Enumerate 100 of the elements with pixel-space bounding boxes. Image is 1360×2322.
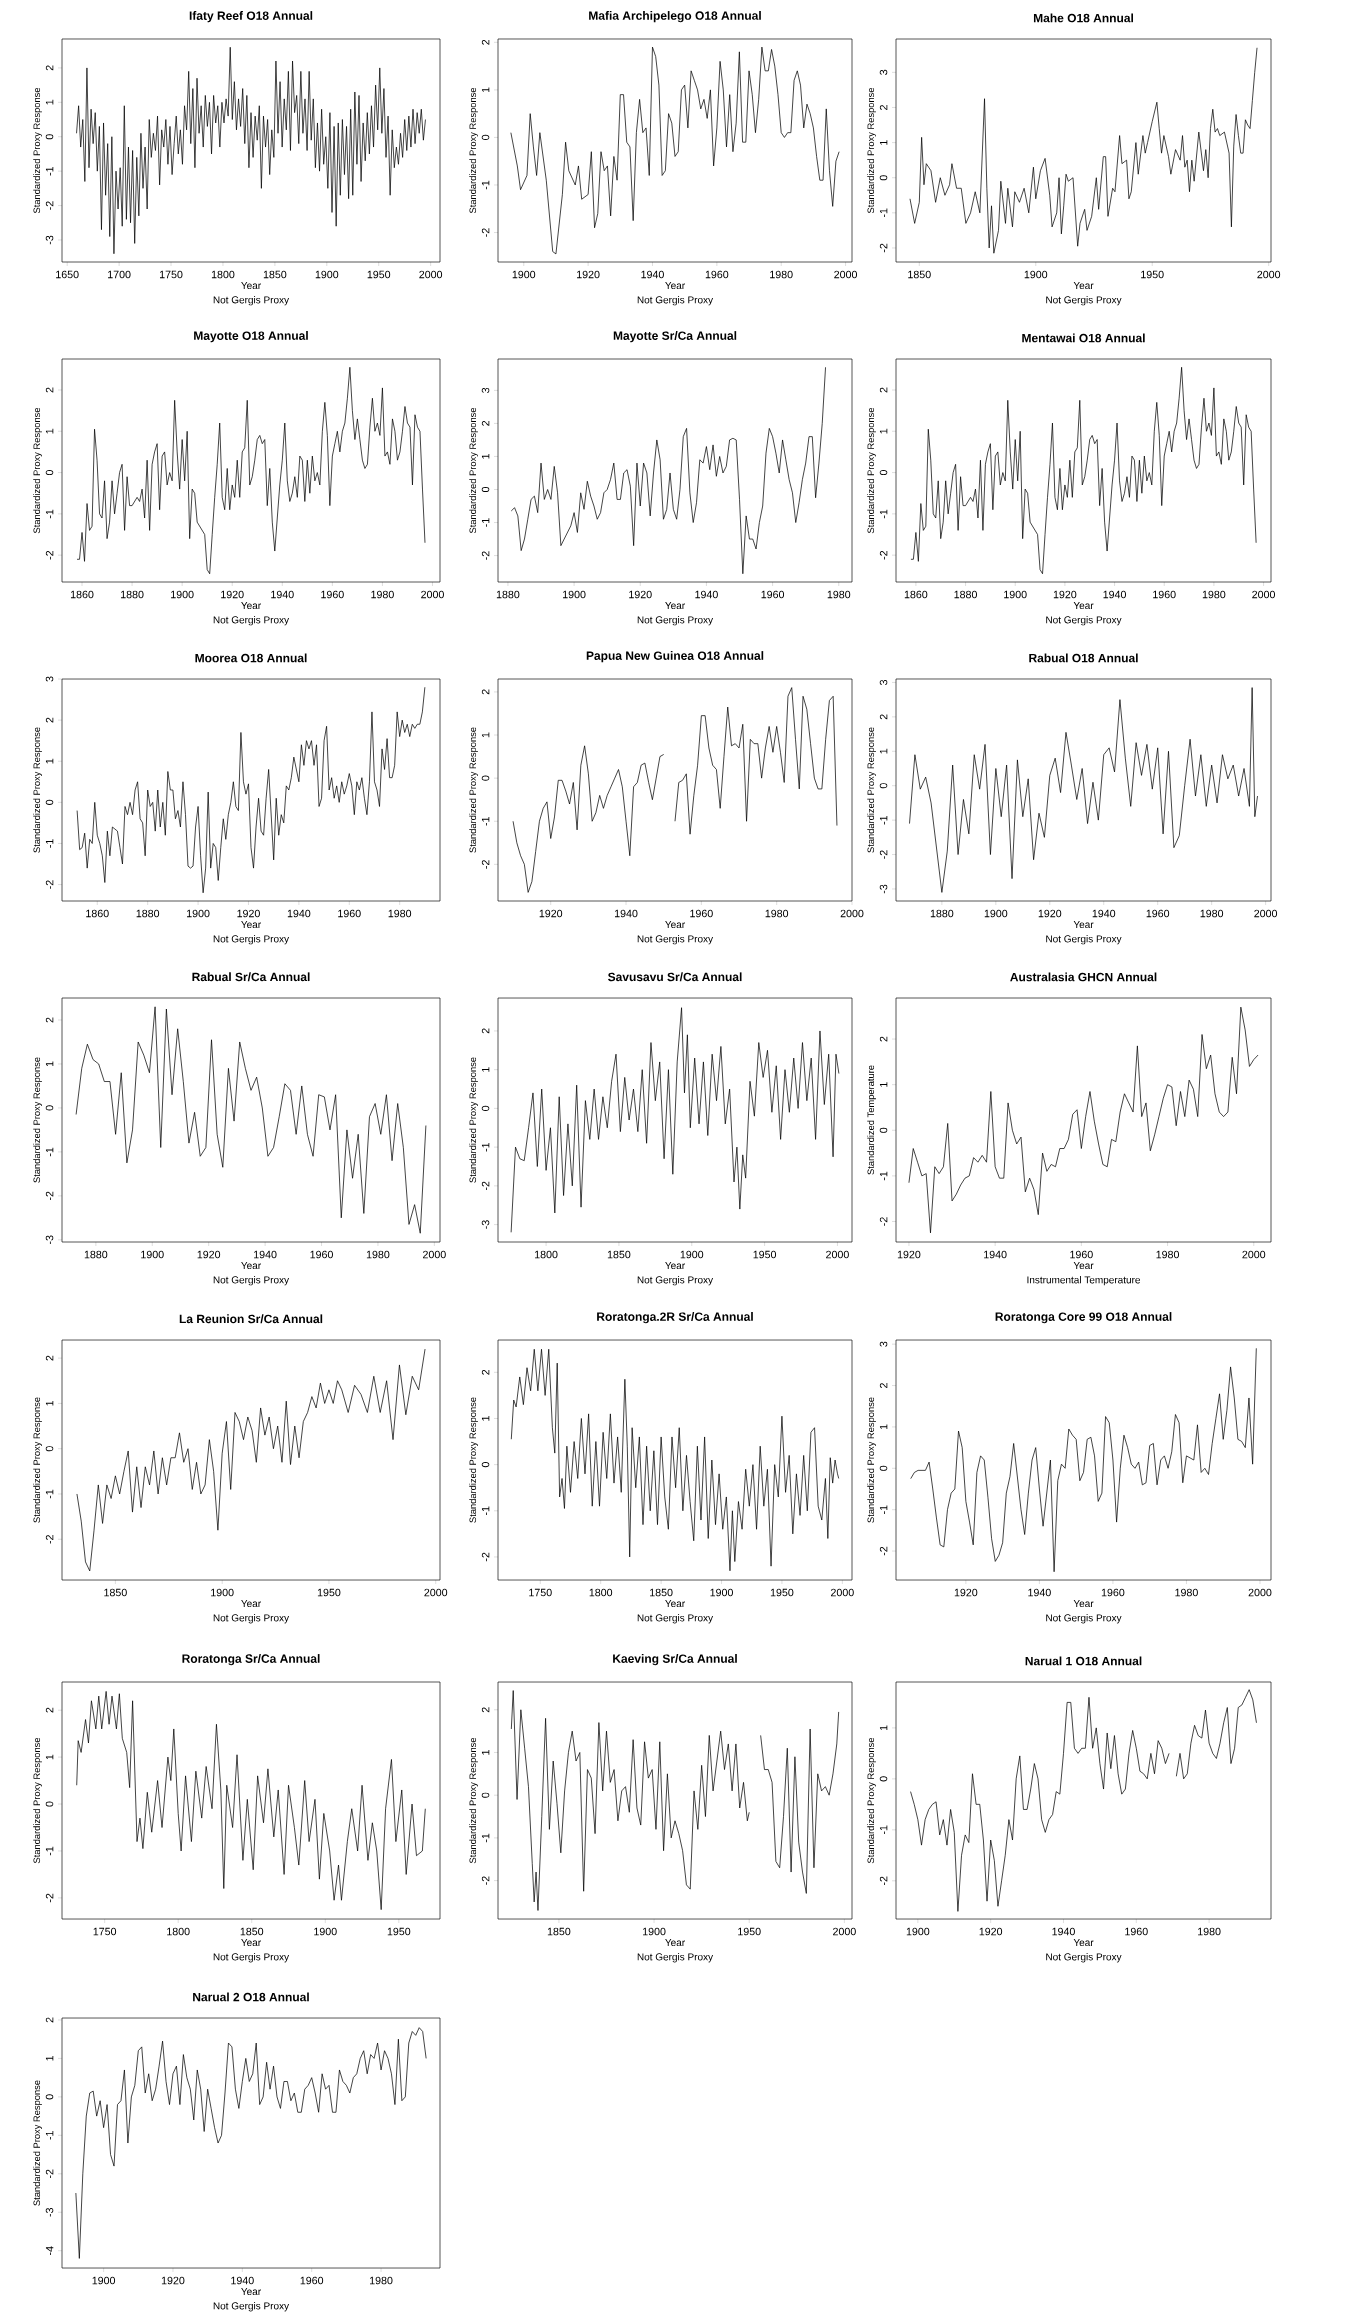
y-axis-title: Standardized Proxy Response <box>33 407 42 534</box>
x-tick-label: 1980 <box>1175 1588 1198 1597</box>
y-tick-label: -2 <box>45 550 54 560</box>
x-axis-title: Year <box>241 602 261 610</box>
x-tick-label: 1900 <box>643 1927 666 1936</box>
y-tick-label: 1 <box>45 1754 54 1760</box>
y-tick-label: 0 <box>45 1801 54 1807</box>
y-tick-label: 1 <box>481 1750 490 1755</box>
line-series <box>76 46 426 255</box>
y-axis-title: Standardized Proxy Response <box>33 2080 42 2206</box>
x-tick-label: 1940 <box>984 1250 1007 1259</box>
y-axis-title: Standardized Proxy Response <box>469 1397 478 1523</box>
x-axis-title: Year <box>665 1600 685 1608</box>
x-tick-label: 1920 <box>629 590 652 599</box>
y-tick-label: 1 <box>45 99 54 105</box>
x-tick-label: 1940 <box>1052 1927 1075 1936</box>
y-tick-label: -2 <box>481 1552 490 1562</box>
chart-title: Roratonga Sr/Ca Annual <box>182 1654 320 1666</box>
chart-title: Australasia GHCN Annual <box>1010 972 1157 982</box>
x-tick-label: 1920 <box>161 2276 185 2285</box>
chart-title: Mahe O18 Annual <box>1033 13 1133 23</box>
x-axis-title: Year <box>241 1262 261 1270</box>
y-tick-label: 1 <box>481 454 490 459</box>
x-tick-label: 1960 <box>1146 909 1170 918</box>
chart-title: Savusavu Sr/Ca Annual <box>608 972 742 982</box>
y-tick-label: 2 <box>879 714 888 720</box>
chart-title: Rabual Sr/Ca Annual <box>192 972 310 982</box>
y-tick-label: -2 <box>879 1217 888 1226</box>
x-tick-label: 1960 <box>1153 590 1176 599</box>
x-tick-label: 1980 <box>1200 909 1224 918</box>
x-tick-label: 1900 <box>984 909 1008 918</box>
x-tick-label: 1980 <box>765 909 789 918</box>
y-axis-title: Standardized Temperature <box>867 1065 876 1175</box>
x-tick-label: 1900 <box>92 2276 116 2285</box>
x-tick-label: 1860 <box>70 590 94 599</box>
y-tick-label: -2 <box>45 1535 54 1544</box>
x-tick-label: 1800 <box>167 1927 190 1936</box>
y-tick-label: 2 <box>481 689 490 695</box>
x-tick-label: 2000 <box>1257 270 1281 279</box>
x-tick-label: 1920 <box>897 1250 921 1259</box>
x-tick-label: 2000 <box>421 590 444 599</box>
line-series <box>76 1691 426 1911</box>
x-tick-label: 1920 <box>197 1250 221 1259</box>
text: Not Gergis Proxy <box>213 2302 290 2312</box>
y-tick-label: 1 <box>879 1424 888 1430</box>
x-axis-title: Year <box>665 921 685 929</box>
x-tick-label: 1750 <box>93 1927 117 1936</box>
x-tick-label: 1920 <box>954 1588 978 1597</box>
y-tick-label: -2 <box>45 880 54 889</box>
y-tick-label: -2 <box>481 228 490 237</box>
x-tick-label: 1900 <box>211 1588 234 1597</box>
y-tick-label: -1 <box>481 518 490 527</box>
x-tick-label: 2000 <box>424 1588 448 1597</box>
text: Not Gergis Proxy <box>213 1953 290 1963</box>
x-tick-label: 2000 <box>840 909 864 918</box>
x-tick-label: 1650 <box>56 270 79 279</box>
y-tick-label: 1 <box>45 2055 54 2061</box>
x-tick-label: 1960 <box>321 590 344 599</box>
x-tick-label: 2000 <box>1252 590 1276 599</box>
x-tick-label: 1980 <box>371 590 394 599</box>
x-tick-label: 1880 <box>496 590 520 599</box>
y-tick-label: -1 <box>481 817 490 826</box>
y-tick-label: 0 <box>45 134 54 140</box>
y-tick-label: 0 <box>45 1105 54 1111</box>
chart-title: Mayotte O18 Annual <box>194 331 308 343</box>
text: Not Gergis Proxy <box>213 1614 290 1624</box>
y-tick-label: 1 <box>45 758 54 764</box>
text: Not Gergis Proxy <box>637 1276 714 1286</box>
y-axis-title: Standardized Proxy Response <box>469 1057 478 1183</box>
y-tick-label: 0 <box>45 470 54 476</box>
y-tick-label: 2 <box>45 717 54 723</box>
x-axis-title: Year <box>665 282 685 290</box>
x-tick-label: 1850 <box>104 1588 127 1597</box>
x-tick-label: 1880 <box>136 909 160 918</box>
y-tick-label: 1 <box>45 1061 54 1067</box>
y-tick-label: -1 <box>879 815 888 825</box>
x-tick-label: 1920 <box>979 1927 1003 1936</box>
chart-title: Roratonga Core 99 O18 Annual <box>995 1312 1172 1324</box>
line-series <box>76 1348 426 1572</box>
x-tick-label: 2000 <box>834 270 858 279</box>
y-tick-label: -1 <box>45 1489 54 1499</box>
y-tick-label: -3 <box>45 235 54 245</box>
y-tick-label: -2 <box>481 1876 490 1885</box>
x-axis-title: Year <box>241 2288 261 2296</box>
y-axis-title: Standardized Proxy Response <box>469 1737 478 1864</box>
x-tick-label: 1880 <box>930 909 954 918</box>
x-tick-label: 1950 <box>387 1927 411 1936</box>
y-tick-label: 0 <box>45 799 54 805</box>
y-axis-title: Standardized Proxy Response <box>33 1057 42 1183</box>
x-tick-label: 1940 <box>231 2276 254 2285</box>
x-tick-label: 1900 <box>314 1927 337 1936</box>
y-tick-label: 1 <box>481 1416 490 1421</box>
x-tick-label: 1900 <box>141 1250 164 1259</box>
y-tick-label: 0 <box>481 1792 490 1798</box>
x-tick-label: 1940 <box>1028 1588 1051 1597</box>
text: Not Gergis Proxy <box>637 1614 714 1624</box>
y-tick-label: -3 <box>481 1220 490 1229</box>
y-tick-label: 0 <box>45 2094 54 2100</box>
y-tick-label: -3 <box>45 1235 54 1245</box>
line-series <box>510 1348 840 1572</box>
